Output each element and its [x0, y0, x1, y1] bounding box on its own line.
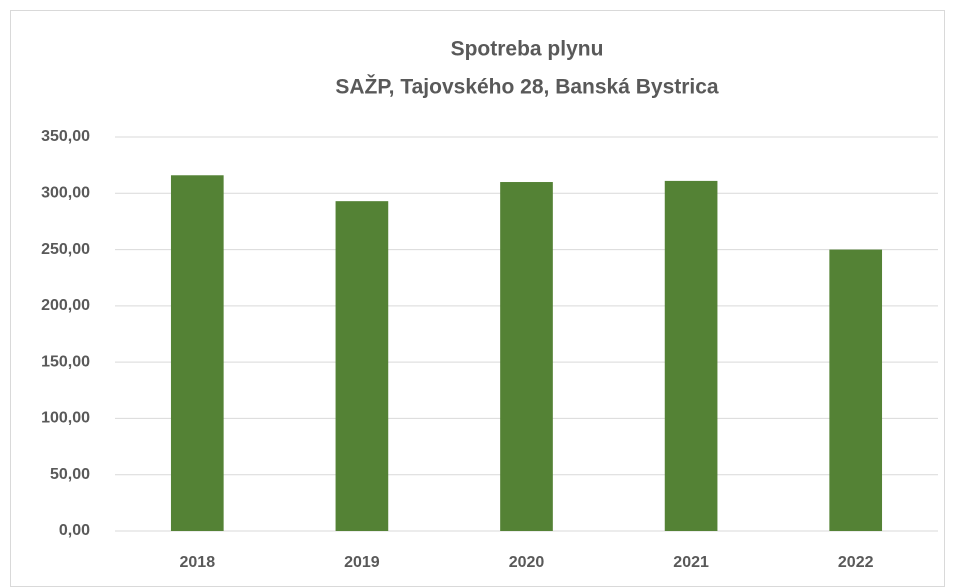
y-tick-label: 250,00 — [41, 241, 90, 258]
bar — [170, 175, 224, 531]
y-tick-label: 300,00 — [41, 185, 90, 202]
chart-frame — [10, 10, 945, 587]
y-tick-label: 150,00 — [41, 353, 90, 370]
x-tick-label: 2020 — [509, 554, 545, 571]
x-tick-label: 2018 — [180, 554, 216, 571]
bar — [335, 201, 389, 531]
y-tick-label: 200,00 — [41, 297, 90, 314]
x-tick-label: 2021 — [673, 554, 709, 571]
bar — [829, 249, 883, 532]
bar — [500, 182, 553, 531]
x-tick-label: 2019 — [344, 554, 380, 571]
x-tick-label: 2022 — [838, 554, 874, 571]
chart-subtitle: SAŽP, Tajovského 28, Banská Bystrica — [335, 75, 719, 99]
y-tick-label: 350,00 — [41, 128, 90, 145]
bar — [664, 180, 718, 531]
y-tick-label: 100,00 — [41, 410, 90, 427]
y-tick-label: 0,00 — [59, 522, 90, 539]
y-tick-label: 50,00 — [50, 466, 90, 483]
chart-title: Spotreba plynu — [451, 38, 604, 61]
